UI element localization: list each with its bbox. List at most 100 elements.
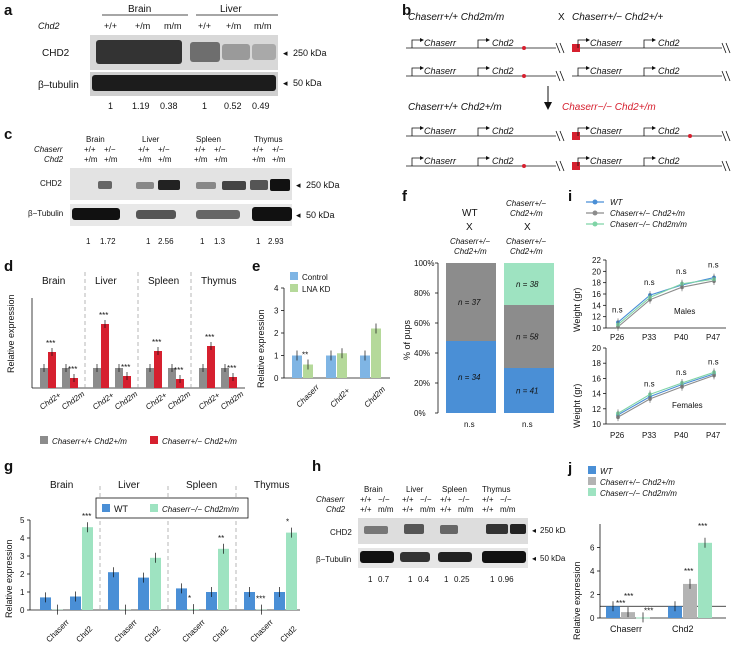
svg-text:◂: ◂ [296, 180, 301, 190]
e-bar [326, 355, 336, 378]
g-bar [70, 596, 81, 610]
h-genotype: +/+ [440, 505, 452, 514]
d-bar [123, 376, 131, 388]
c-marker: 50 kDa [306, 210, 335, 220]
b-gene-label: Chaserr [590, 126, 623, 136]
d-tissue-label: Thymus [201, 276, 237, 287]
e-ytick: 2 [274, 329, 279, 338]
f-bar-segment [446, 263, 496, 341]
svg-text:◂: ◂ [283, 78, 288, 88]
f-count-label: n = 38 [516, 280, 539, 289]
g-star: * [286, 518, 289, 527]
b-gene-label: Chd2 [492, 156, 514, 166]
f-bar-segment [504, 305, 554, 368]
d-bar [62, 368, 70, 388]
f-header: Chaserr+/− [506, 237, 546, 246]
g-xtick: Chd2 [210, 624, 230, 644]
g-legend-swatch [102, 504, 110, 512]
c-tissue: Brain [86, 135, 105, 144]
a-genotype-row-label: Chd2 [38, 21, 60, 31]
j-ytick: 2 [590, 591, 595, 600]
g-ytick: 4 [20, 534, 25, 543]
a-genotype: m/m [164, 21, 182, 31]
e-bar [360, 355, 370, 378]
g-ylabel: Relative expression [4, 539, 14, 618]
f-ytick: 80% [414, 289, 430, 298]
b-gene-label: Chd2 [658, 38, 680, 48]
i-ytick: 10 [592, 324, 601, 333]
e-bar [292, 355, 302, 378]
c-genotype: +/− [104, 145, 116, 154]
f-ytick: 20% [414, 379, 430, 388]
panel-a: Chd2 Brain Liver +/+ +/m m/m +/+ +/m m/m… [0, 0, 400, 125]
e-ytick: 3 [274, 307, 279, 316]
h-genotype: m/m [420, 505, 436, 514]
f-bar-segment [504, 263, 554, 305]
d-bar [229, 377, 237, 388]
h-genotype: +/+ [360, 495, 372, 504]
i-legend-label: WT [610, 198, 624, 207]
e-legend-swatch [290, 284, 298, 292]
c-tissue: Thymus [254, 135, 282, 144]
g-xtick: Chaserr [112, 617, 139, 644]
g-xtick: Chaserr [44, 617, 71, 644]
g-legend [95, 497, 249, 519]
h-genotype: m/m [458, 505, 474, 514]
i-xtick: P26 [610, 431, 625, 440]
h-quant: 1 [368, 575, 373, 584]
d-xtick: Chd2+ [38, 390, 63, 411]
g-xtick: Chd2 [74, 624, 94, 644]
j-bar [668, 606, 682, 618]
e-legend-label: LNA KD [302, 285, 331, 294]
j-xtick: Chaserr [610, 624, 642, 634]
i-ytick: 14 [592, 390, 601, 399]
d-tissue-label: Spleen [148, 276, 179, 287]
j-legend-label: Chaserr+/− Chd2+/m [600, 478, 675, 487]
panel-label-a: a [4, 2, 13, 19]
i-xtick: P40 [674, 431, 689, 440]
d-legend-label: Chaserr+/− Chd2+/m [162, 437, 237, 446]
f-count-label: n = 37 [458, 298, 481, 307]
panel-label-d: d [4, 258, 14, 275]
c-genotype: +/m [158, 155, 172, 164]
c-quant: 1 [200, 237, 205, 246]
h-genotype: +/+ [482, 505, 494, 514]
panel-e: 0 1 2 3 4 Relative expression Chaserr Chd2+ Chd2… [250, 258, 400, 458]
b-gene-label: Chd2 [492, 38, 514, 48]
d-bar [168, 368, 176, 388]
f-ytick: 100% [414, 259, 434, 268]
f-count-label: n = 34 [458, 373, 481, 382]
h-genotype: −/− [458, 495, 470, 504]
j-ytick: 0 [590, 614, 595, 623]
e-xtick: Chaserr [294, 383, 321, 410]
f-ytick: 60% [414, 319, 430, 328]
c-genotype: +/m [194, 155, 208, 164]
f-header: X [466, 222, 473, 233]
h-genotype: m/m [500, 505, 516, 514]
i-ns: n.s [708, 261, 719, 270]
d-legend-swatch [150, 436, 158, 444]
a-genotype: +/+ [104, 21, 117, 31]
c-blot-tubulin [70, 204, 292, 226]
i-series-line [617, 278, 715, 326]
d-star: *** [227, 364, 236, 373]
i-xtick: P40 [674, 333, 689, 342]
b-gene-label: Chaserr [424, 126, 457, 136]
h-band-label: β−Tubulin [316, 555, 351, 564]
j-star: *** [624, 592, 633, 601]
c-genotype: +/+ [84, 145, 96, 154]
a-quant: 1.19 [132, 101, 150, 111]
d-star: *** [152, 338, 161, 347]
f-count-label: n = 41 [516, 387, 538, 396]
h-quant: 0.7 [378, 575, 390, 584]
c-genotype: +/+ [138, 145, 150, 154]
f-ytick: 0% [414, 409, 426, 418]
g-legend-swatch [150, 504, 158, 512]
h-row2-label: Chd2 [326, 505, 346, 514]
h-quant: 0.4 [418, 575, 430, 584]
c-quant: 1 [146, 237, 151, 246]
i-ytick: 18 [592, 359, 601, 368]
j-bar [606, 606, 620, 618]
f-header: Chd2+/m [510, 209, 543, 218]
g-tissue-label: Brain [50, 480, 73, 491]
